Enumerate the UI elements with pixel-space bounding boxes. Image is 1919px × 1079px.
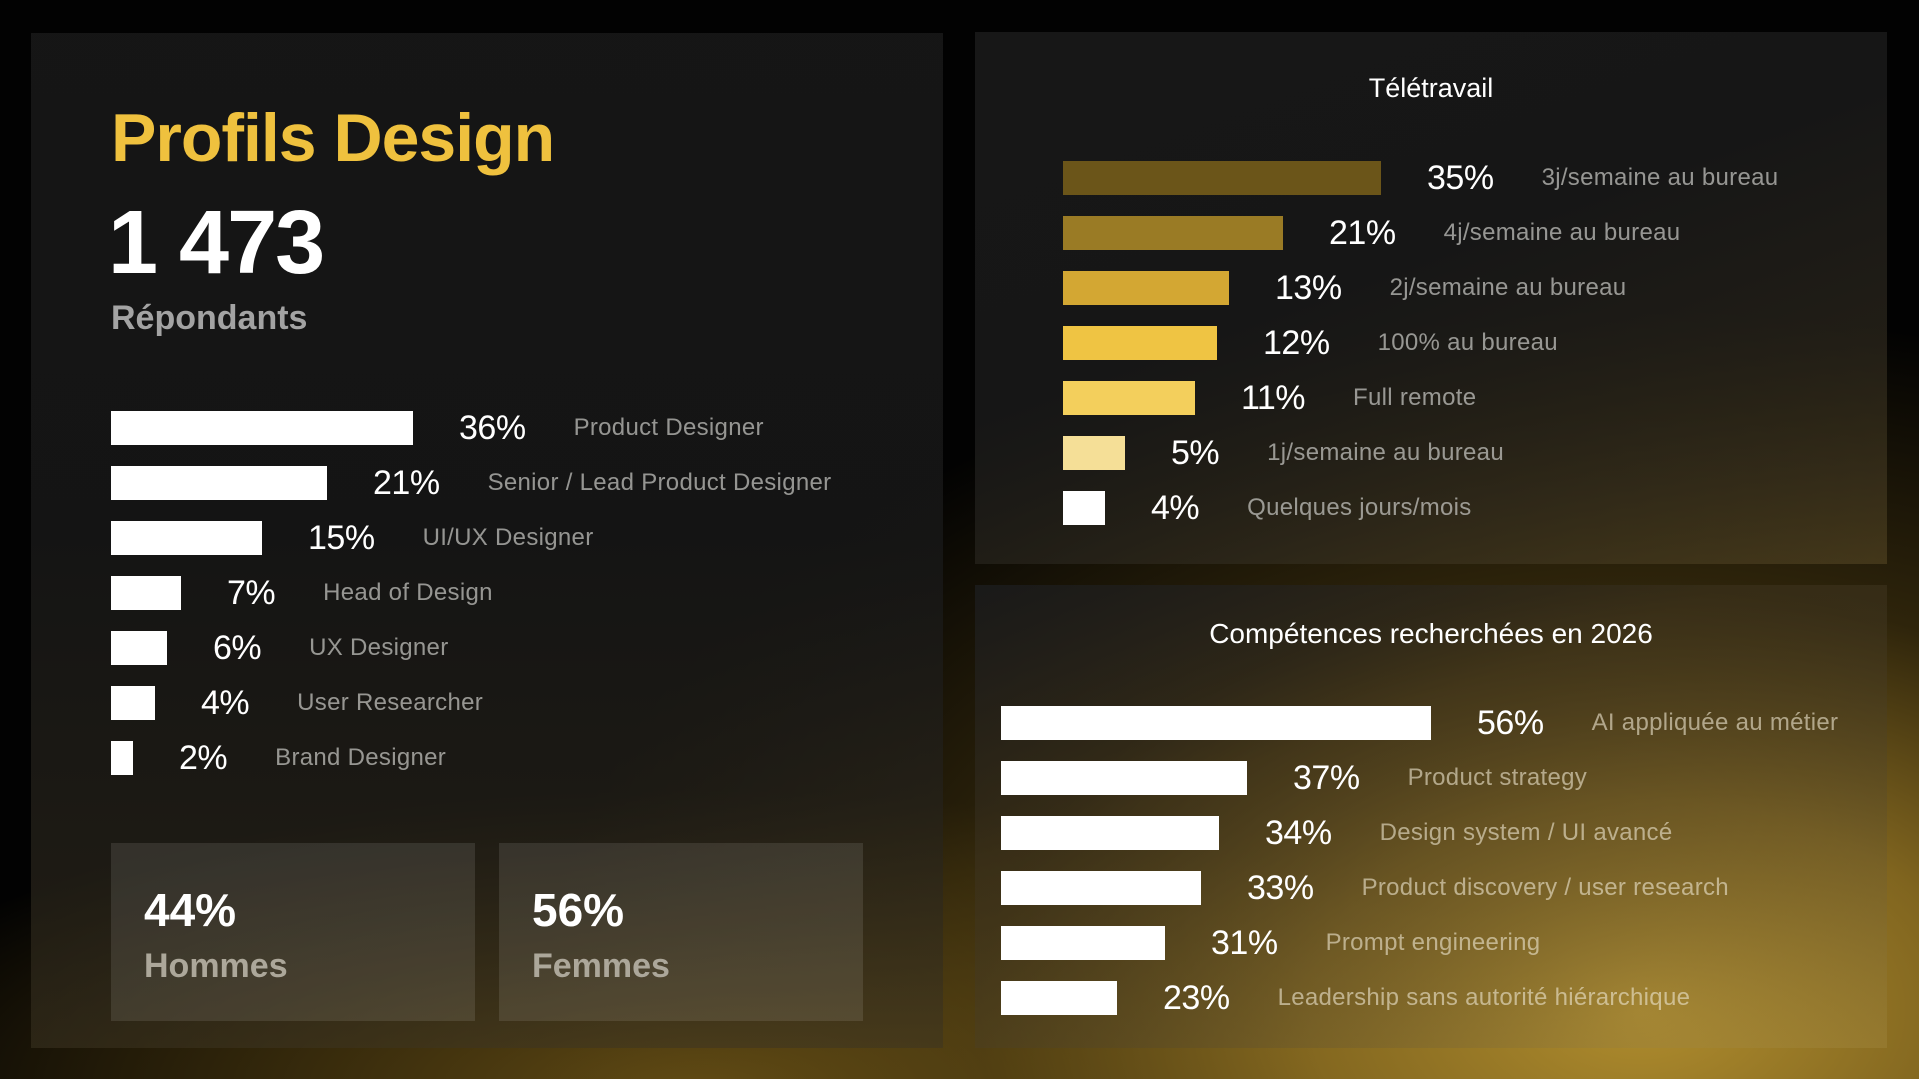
bar [1063,491,1105,525]
bar-value: 13% [1275,269,1342,307]
bar-label: Full remote [1353,384,1477,411]
bar [1063,436,1125,470]
teletravail-title: Télétravail [1368,73,1494,103]
bar-label: Prompt engineering [1325,929,1541,956]
bar-value: 21% [373,464,440,502]
bar-label: 100% au bureau [1377,329,1558,356]
bar [1001,926,1165,960]
bar-value: 15% [308,519,375,557]
bar-row: 11% Full remote [1063,381,1476,415]
bar-value: 11% [1241,379,1306,417]
bar [111,521,262,555]
bar [111,576,181,610]
bar-row: 13% 2j/semaine au bureau [1063,271,1626,305]
bar-value: 34% [1265,814,1332,852]
bar [111,686,155,720]
bar [1063,326,1217,360]
bar-label: Product strategy [1407,764,1588,791]
bar-value: 35% [1427,159,1494,197]
bar [111,411,413,445]
bar [1001,871,1201,905]
bar [1063,381,1195,415]
bar-value: 37% [1293,759,1360,797]
bar-label: AI appliquée au métier [1591,709,1839,736]
bar-label: Leadership sans autorité hiérarchique [1277,984,1691,1011]
bar-row: 5% 1j/semaine au bureau [1063,436,1504,470]
bar-label: Head of Design [323,579,493,606]
bar-row: 21% Senior / Lead Product Designer [111,466,831,500]
gender-card-men: 44% Hommes [111,843,475,1021]
bar-value: 21% [1329,214,1396,252]
bar-value: 4% [201,684,250,722]
page-title: Profils Design [111,100,555,176]
gender-pct-men: 44% [144,884,237,936]
bar-row: 2% Brand Designer [111,741,446,775]
bar-row: 56% AI appliquée au métier [1001,706,1838,740]
bar-row: 6% UX Designer [111,631,449,665]
bar-label: 3j/semaine au bureau [1541,164,1779,191]
respondents-label: Répondants [111,299,308,337]
respondents-count: 1 473 [108,193,325,293]
bar-label: UX Designer [309,634,449,661]
bar [1001,816,1219,850]
bar [1001,981,1117,1015]
bar-label: Brand Designer [275,744,447,771]
gender-card-women: 56% Femmes [499,843,863,1021]
bar-row: 31% Prompt engineering [1001,926,1540,960]
bar-value: 2% [179,739,228,777]
bar-label: 2j/semaine au bureau [1389,274,1627,301]
bar [1063,161,1381,195]
bar-row: 4% User Researcher [111,686,483,720]
bar-label: 1j/semaine au bureau [1267,439,1504,466]
bar-row: 21% 4j/semaine au bureau [1063,216,1680,250]
bar [1063,271,1229,305]
bar [1001,761,1247,795]
bar-row: 34% Design system / UI avancé [1001,816,1673,850]
bar-row: 36% Product Designer [111,411,764,445]
bar-value: 4% [1151,489,1200,527]
bar-label: Product Designer [573,414,764,441]
bar-row: 23% Leadership sans autorité hiérarchique [1001,981,1690,1015]
bar-row: 15% UI/UX Designer [111,521,594,555]
bar-label: Product discovery / user research [1361,874,1729,901]
bar-row: 4% Quelques jours/mois [1063,491,1472,525]
bar-value: 5% [1171,434,1220,472]
bar-label: Design system / UI avancé [1379,819,1673,846]
bar [111,466,327,500]
bar-label: Senior / Lead Product Designer [487,469,832,496]
gender-pct-women: 56% [532,884,625,936]
bar [111,741,133,775]
bar-value: 6% [213,629,262,667]
gender-label-men: Hommes [144,947,288,985]
bar-row: 35% 3j/semaine au bureau [1063,161,1778,195]
bar-value: 56% [1477,704,1544,742]
bar-label: Quelques jours/mois [1247,494,1472,521]
bar-value: 33% [1247,869,1314,907]
bar-label: User Researcher [297,689,484,716]
bar-value: 12% [1263,324,1330,362]
bar-row: 37% Product strategy [1001,761,1587,795]
bar-value: 7% [227,574,276,612]
competences-title: Compétences recherchées en 2026 [1209,618,1653,649]
bar-value: 23% [1163,979,1230,1017]
bar-row: 33% Product discovery / user research [1001,871,1729,905]
gender-label-women: Femmes [532,947,670,985]
bar-label: UI/UX Designer [422,524,594,551]
bar-value: 36% [459,409,526,447]
bar [1001,706,1431,740]
bar-row: 7% Head of Design [111,576,493,610]
bar-value: 31% [1211,924,1278,962]
bar-row: 12% 100% au bureau [1063,326,1558,360]
bar [111,631,167,665]
bar [1063,216,1283,250]
bar-label: 4j/semaine au bureau [1443,219,1681,246]
